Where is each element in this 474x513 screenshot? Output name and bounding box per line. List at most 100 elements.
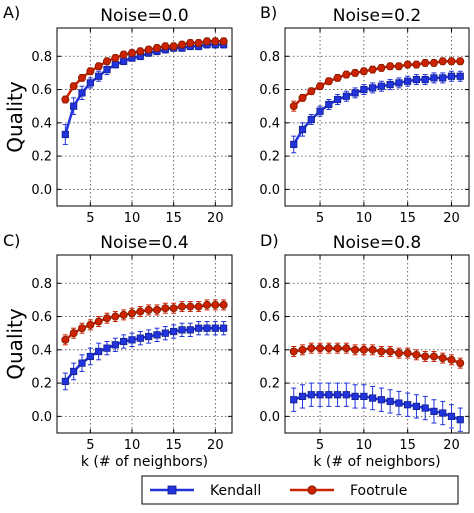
y-tick-label: 0.8	[31, 277, 52, 292]
data-point	[307, 87, 316, 96]
data-point	[307, 115, 315, 124]
data-point	[421, 352, 430, 361]
data-point	[447, 355, 456, 364]
data-point	[377, 82, 385, 90]
data-point	[438, 354, 447, 363]
series-kendall	[61, 321, 228, 391]
data-point	[333, 95, 342, 104]
data-point	[456, 72, 464, 80]
y-tick-label: 0.6	[259, 310, 280, 325]
data-point	[136, 47, 145, 56]
data-point	[377, 347, 386, 356]
legend-label: Footrule	[350, 483, 407, 499]
x-tick-label: 15	[165, 438, 182, 453]
data-point	[186, 38, 195, 47]
x-tick-label: 5	[86, 211, 94, 226]
data-point	[111, 60, 119, 69]
data-point	[342, 391, 350, 399]
data-point	[220, 324, 228, 332]
data-point	[325, 100, 333, 109]
data-point	[120, 57, 128, 65]
data-point	[194, 38, 203, 47]
data-point	[290, 140, 298, 149]
y-tick-label: 0.6	[259, 83, 280, 98]
data-point	[78, 89, 86, 97]
data-point	[430, 74, 438, 82]
data-point	[170, 327, 178, 336]
data-point	[186, 302, 195, 311]
data-point	[61, 95, 70, 104]
data-point	[404, 77, 412, 85]
data-point	[316, 344, 325, 353]
data-point	[127, 48, 136, 57]
data-point	[307, 344, 316, 353]
data-point	[359, 345, 368, 354]
data-point	[412, 60, 421, 69]
data-point	[351, 89, 359, 97]
legend-square-marker	[167, 485, 177, 495]
data-point	[430, 407, 438, 415]
data-point	[211, 37, 220, 46]
x-tick-label: 10	[356, 211, 373, 226]
data-point	[136, 334, 144, 342]
y-tick-label: 0.0	[259, 410, 280, 425]
data-point	[395, 79, 403, 87]
data-point	[316, 391, 324, 399]
data-point	[145, 332, 153, 341]
data-point	[360, 85, 368, 94]
y-tick-label: 0.2	[31, 150, 52, 165]
data-point	[69, 82, 78, 91]
data-point	[421, 58, 430, 67]
data-point	[369, 84, 377, 92]
data-point	[111, 341, 119, 349]
data-point	[316, 82, 325, 91]
data-point	[211, 300, 220, 309]
data-point	[103, 314, 112, 323]
data-point	[144, 305, 153, 314]
panel-b: 5 10 15 20 0.0 0.2 0.4 0.6 0.8 Noise=0.2 B)	[259, 3, 470, 226]
data-point	[202, 37, 211, 46]
data-point	[177, 40, 186, 49]
data-point	[439, 409, 447, 417]
data-point	[186, 326, 194, 334]
panel-label: C)	[3, 231, 20, 250]
data-point	[439, 74, 447, 82]
x-tick-label: 20	[207, 438, 224, 453]
data-point	[169, 42, 178, 51]
y-tick-label: 0.4	[259, 116, 280, 131]
panel-a: 5 10 15 20 0.0 0.2 0.4 0.6 0.8 Noise=0.0 A) Quality	[3, 3, 233, 226]
data-point	[161, 304, 170, 313]
series-kendall	[61, 40, 228, 145]
x-tick-label: 5	[316, 211, 324, 226]
series-kendall	[290, 70, 464, 154]
data-point	[421, 75, 429, 84]
data-point	[203, 324, 211, 332]
series-line	[293, 393, 461, 421]
panel-label: A)	[3, 3, 20, 22]
data-point	[78, 324, 87, 333]
panel-title: Noise=0.4	[100, 233, 188, 253]
data-point	[298, 93, 307, 102]
x-tick-label: 10	[124, 211, 141, 226]
y-tick-label: 0.0	[31, 183, 52, 198]
data-point	[152, 305, 161, 314]
data-point	[161, 42, 170, 51]
y-tick-label: 0.4	[259, 343, 280, 358]
y-tick-label: 0.2	[259, 150, 280, 165]
data-point	[351, 392, 359, 401]
data-point	[127, 309, 136, 318]
data-point	[94, 62, 103, 71]
x-tick-label: 20	[443, 211, 460, 226]
x-axis-label: k (# of neighbors)	[81, 454, 208, 470]
axes-frame	[56, 254, 233, 434]
data-point	[394, 62, 403, 71]
data-point	[429, 58, 438, 67]
data-point	[377, 63, 386, 72]
data-point	[86, 352, 94, 361]
data-point	[128, 336, 136, 344]
data-point	[456, 416, 464, 424]
data-point	[342, 70, 351, 79]
data-point	[78, 73, 87, 82]
y-tick-label: 0.6	[31, 83, 52, 98]
panel-title: Noise=0.2	[333, 6, 421, 26]
